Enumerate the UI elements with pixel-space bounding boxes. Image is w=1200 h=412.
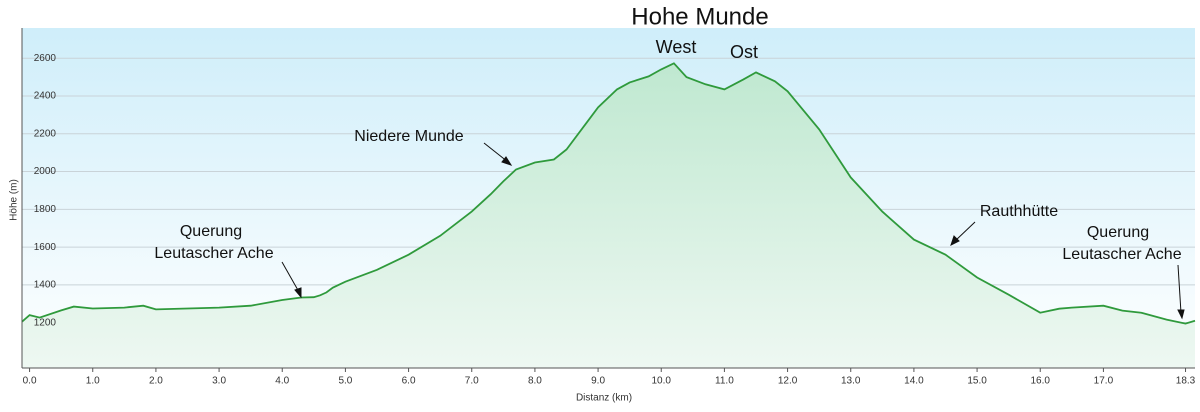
line [21, 62, 1196, 325]
x-tick-label: 14.0 [904, 376, 924, 387]
plot [21, 57, 1196, 369]
annotation: West [656, 37, 697, 57]
x-tick-label: 11.0 [715, 376, 734, 387]
x-tick-label: 8.0 [528, 376, 542, 387]
x-tick-label: 15.0 [967, 376, 987, 387]
x-tick-label: 18.3 [1176, 376, 1196, 387]
arrow-head [950, 235, 960, 246]
annotation: Leutascher Ache [154, 245, 273, 262]
y-tick-label: 2400 [34, 91, 57, 102]
x-tick-label: 7.0 [465, 376, 479, 387]
arrow-head [1177, 309, 1185, 320]
x-tick-label: 5.0 [338, 376, 352, 387]
x-tick-label: 6.0 [402, 376, 416, 387]
x-tick-label: 16.0 [1031, 376, 1051, 387]
arrow [281, 261, 300, 293]
y-axis-title: Höhe (m) [9, 179, 20, 221]
arrow-head [501, 156, 513, 166]
arrow-head [294, 287, 302, 299]
y-tick-label: 2200 [34, 128, 57, 139]
annotation: Ost [730, 42, 758, 62]
x-tick-label: 10.0 [652, 376, 672, 387]
x-tick-label: 2.0 [149, 376, 163, 387]
annotation: Querung [1087, 224, 1149, 241]
x-tick-label: 1.0 [86, 376, 100, 387]
y-tick-label: 1400 [34, 280, 57, 291]
annotation-arrows [281, 142, 1185, 320]
annotation: Niedere Munde [354, 128, 464, 145]
annotation: Rauthhütte [980, 203, 1058, 220]
y-tick-label: 1600 [34, 242, 57, 253]
y-tick-label: 1800 [34, 204, 57, 215]
y-tick-label: 2000 [34, 166, 57, 177]
x-tick-label: 9.0 [591, 376, 605, 387]
x-tick-label: 17.0 [1094, 376, 1114, 387]
x-axis-title: Distanz (km) [576, 393, 632, 404]
y-tick-label: 1200 [34, 317, 57, 328]
x-tick-label: 3.0 [212, 376, 226, 387]
arrow [954, 221, 976, 242]
x-tick-label: 4.0 [275, 376, 289, 387]
area [22, 63, 1195, 369]
arrow [1177, 264, 1182, 314]
x-tick-label: 12.0 [778, 376, 798, 387]
chart-title: Hohe Munde [631, 3, 768, 30]
annotation: Leutascher Ache [1062, 246, 1181, 263]
annotation: Querung [180, 223, 242, 240]
x-tick-label: 0.0 [23, 376, 37, 387]
y-tick-label: 2600 [34, 53, 57, 64]
x-tick-label: 13.0 [841, 376, 861, 387]
